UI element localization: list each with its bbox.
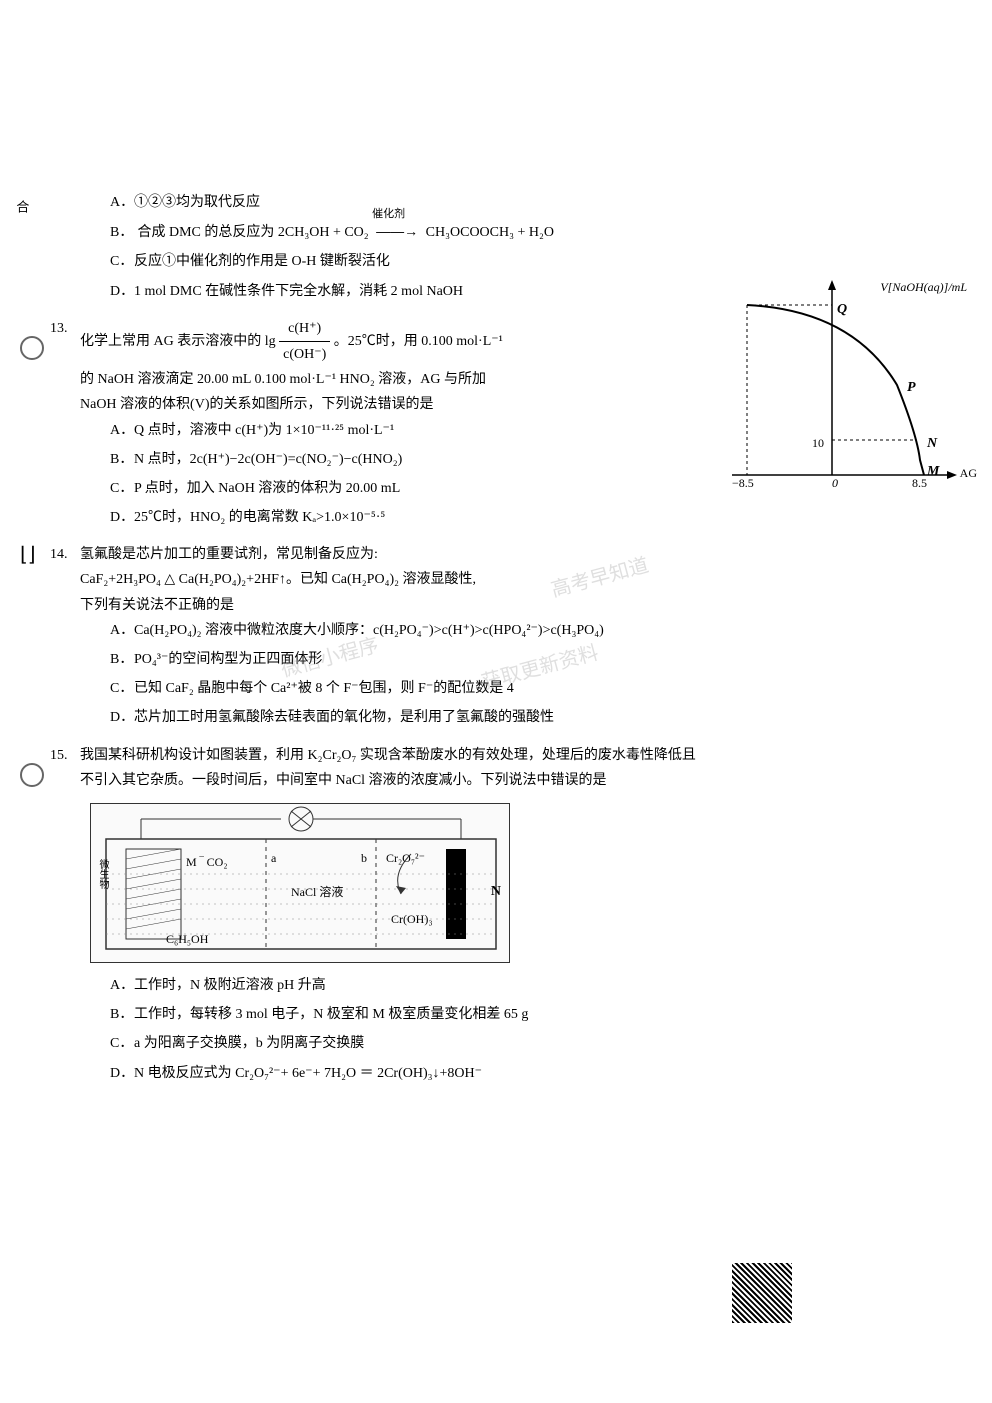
- q13-option-c: C．P 点时，加入 NaOH 溶液的体积为 20.00 mL: [80, 476, 692, 501]
- graph-point-q: Q: [837, 297, 847, 322]
- option-label: D．: [110, 505, 134, 530]
- arrow-icon: ——→: [376, 223, 418, 239]
- q15-option-a: A．工作时，N 极附近溶液 pH 升高: [80, 973, 952, 998]
- graph-xtick-0: 0: [832, 473, 838, 495]
- option-label: B．: [110, 447, 134, 472]
- option-text: 工作时，N 极附近溶液 pH 升高: [134, 978, 326, 993]
- graph-point-m: M: [927, 459, 939, 484]
- diagram-label-n: N: [491, 879, 501, 904]
- option-text: Ca(H₂PO₄)₂ 溶液中微粒浓度大小顺序：c(H₂PO₄⁻)>c(H⁺)>c…: [134, 623, 604, 638]
- option-label: A．: [110, 190, 134, 215]
- diagram-label-c6h5oh: C₆H₅OH: [166, 929, 208, 951]
- stem-text: 不引入其它杂质。一段时间后，中间室中 NaCl 溶液的浓度减小。下列说法中错误的…: [80, 768, 952, 793]
- option-text: N 电极反应式为 Cr₂O₇²⁻+ 6e⁻+ 7H₂O ＝ 2Cr(OH)₃↓+…: [134, 1066, 482, 1081]
- stem-text: 。25℃时，用 0.100 mol·L⁻¹: [334, 334, 503, 349]
- question-14: 14. 氢氟酸是芯片加工的重要试剂，常见制备反应为: CaF₂+2H₃PO₄ △…: [80, 542, 952, 730]
- catalyst-label: 催化剂: [372, 205, 405, 225]
- question-number: 13.: [50, 316, 68, 341]
- qr-code-icon: [732, 1263, 792, 1323]
- frac-denominator: c(OH⁻): [279, 342, 330, 367]
- q13-option-d: D．25℃时，HNO₂ 的电离常数 Kₐ>1.0×10⁻⁵·⁵: [80, 505, 692, 530]
- graph-xlabel: AG: [960, 463, 977, 485]
- graph-xtick-pos: 8.5: [912, 473, 927, 495]
- stem-text: 我国某科研机构设计如图装置，利用 K₂Cr₂O₇ 实现含苯酚废水的有效处理，处理…: [80, 748, 696, 763]
- stem-text: NaOH 溶液的体积(V)的关系如图所示，下列说法错误的是: [80, 392, 692, 417]
- option-text: 已知 CaF₂ 晶胞中每个 Ca²⁺被 8 个 F⁻包围，则 F⁻的配位数是 4: [134, 681, 514, 696]
- option-text: PO₄³⁻的空间构型为正四面体形: [134, 652, 322, 667]
- option-text: 25℃时，HNO₂ 的电离常数 Kₐ>1.0×10⁻⁵·⁵: [134, 510, 385, 525]
- q14-option-d: D．芯片加工时用氢氟酸除去硅表面的氧化物，是利用了氢氟酸的强酸性: [80, 705, 952, 730]
- graph-point-n: N: [927, 431, 937, 456]
- stem-text: 的 NaOH 溶液滴定 20.00 mL 0.100 mol·L⁻¹ HNO₂ …: [80, 367, 692, 392]
- graph-ytick-10: 10: [812, 433, 824, 455]
- q15-option-d: D．N 电极反应式为 Cr₂O₇²⁻+ 6e⁻+ 7H₂O ＝ 2Cr(OH)₃…: [80, 1061, 952, 1086]
- q12-option-a: A．①②③均为取代反应: [80, 190, 952, 215]
- option-text: a 为阳离子交换膜，b 为阴离子交换膜: [134, 1036, 364, 1051]
- diagram-label-a: a: [271, 848, 276, 870]
- option-label: D．: [110, 279, 134, 304]
- question-number: 15.: [50, 743, 68, 768]
- question-number: 14.: [50, 542, 68, 567]
- diagram-label-cr2o7: Cr₂O₇²⁻: [386, 848, 425, 870]
- option-text-pre: 合成 DMC 的总反应为 2CH₃OH + CO₂: [138, 225, 373, 240]
- option-label: C．: [110, 476, 134, 501]
- option-label: D．: [110, 705, 134, 730]
- option-label: B．: [110, 1002, 134, 1027]
- q15-option-b: B．工作时，每转移 3 mol 电子，N 极室和 M 极室质量变化相差 65 g: [80, 1002, 952, 1027]
- q13-graph: V[NaOH(aq)]/mL AG Q P N M 10 −8.5 0 8.5: [712, 275, 962, 505]
- graph-point-p: P: [907, 375, 916, 400]
- diagram-label-nacl: NaCl 溶液: [291, 882, 343, 904]
- stem-text: 化学上常用 AG 表示溶液中的 lg: [80, 334, 276, 349]
- diagram-label-croh3: Cr(OH)₃: [391, 909, 433, 931]
- option-label: D．: [110, 1061, 134, 1086]
- option-text: P 点时，加入 NaOH 溶液的体积为 20.00 mL: [134, 481, 400, 496]
- q13-option-a: A．Q 点时，溶液中 c(H⁺)为 1×10⁻¹¹·²⁵ mol·L⁻¹: [80, 418, 692, 443]
- stem-text: CaF₂+2H₃PO₄ △ Ca(H₂PO₄)₂+2HF↑。已知 Ca(H₂PO…: [80, 567, 952, 592]
- graph-xtick-neg: −8.5: [732, 473, 754, 495]
- q14-option-a: A．Ca(H₂PO₄)₂ 溶液中微粒浓度大小顺序：c(H₂PO₄⁻)>c(H⁺)…: [80, 618, 952, 643]
- option-text-post: CH₃OCOOCH₃ + H₂O: [426, 225, 554, 240]
- question-15: 15. 我国某科研机构设计如图装置，利用 K₂Cr₂O₇ 实现含苯酚废水的有效处…: [80, 743, 952, 1086]
- option-label: A．: [110, 973, 134, 998]
- graph-ylabel: V[NaOH(aq)]/mL: [880, 277, 967, 299]
- q12-option-c: C．反应①中催化剂的作用是 O-H 键断裂活化: [80, 249, 952, 274]
- option-text: 1 mol DMC 在碱性条件下完全水解，消耗 2 mol NaOH: [134, 284, 463, 299]
- diagram-label-bio: 微生物: [93, 859, 111, 889]
- diagram-label-m: M ‾ CO₂: [186, 852, 228, 874]
- frac-numerator: c(H⁺): [279, 316, 330, 342]
- diagram-label-b: b: [361, 848, 367, 870]
- option-label: B．: [110, 220, 134, 245]
- option-text: N 点时，2c(H⁺)−2c(OH⁻)=c(NO₂⁻)−c(HNO₂): [134, 452, 402, 467]
- stem-text: 下列有关说法不正确的是: [80, 593, 952, 618]
- option-label: B．: [110, 647, 134, 672]
- option-label: A．: [110, 418, 134, 443]
- option-text: 工作时，每转移 3 mol 电子，N 极室和 M 极室质量变化相差 65 g: [134, 1007, 528, 1022]
- option-text: ①②③均为取代反应: [134, 195, 260, 210]
- q12-option-b: B． 合成 DMC 的总反应为 2CH₃OH + CO₂ 催化剂 ——→ CH₃…: [80, 219, 952, 245]
- q15-diagram: M ‾ CO₂ a b Cr₂O₇²⁻ NaCl 溶液 Cr(OH)₃ C₆H₅…: [90, 803, 510, 963]
- option-label: C．: [110, 1031, 134, 1056]
- option-label: A．: [110, 618, 134, 643]
- option-label: C．: [110, 676, 134, 701]
- left-margin-text: 合: [10, 200, 33, 213]
- circle-annotation-icon: [20, 763, 44, 787]
- q14-option-b: B．PO₄³⁻的空间构型为正四面体形: [80, 647, 952, 672]
- option-text: 芯片加工时用氢氟酸除去硅表面的氧化物，是利用了氢氟酸的强酸性: [134, 710, 554, 725]
- circle-annotation-icon: [20, 336, 44, 360]
- bracket-annotation-icon: ⌊⌋: [20, 537, 36, 573]
- q13-option-b: B．N 点时，2c(H⁺)−2c(OH⁻)=c(NO₂⁻)−c(HNO₂): [80, 447, 692, 472]
- option-text: 反应①中催化剂的作用是 O-H 键断裂活化: [134, 254, 390, 269]
- q14-option-c: C．已知 CaF₂ 晶胞中每个 Ca²⁺被 8 个 F⁻包围，则 F⁻的配位数是…: [80, 676, 952, 701]
- q15-option-c: C．a 为阳离子交换膜，b 为阴离子交换膜: [80, 1031, 952, 1056]
- option-label: C．: [110, 249, 134, 274]
- stem-text: 氢氟酸是芯片加工的重要试剂，常见制备反应为:: [80, 547, 378, 562]
- option-text: Q 点时，溶液中 c(H⁺)为 1×10⁻¹¹·²⁵ mol·L⁻¹: [134, 423, 394, 438]
